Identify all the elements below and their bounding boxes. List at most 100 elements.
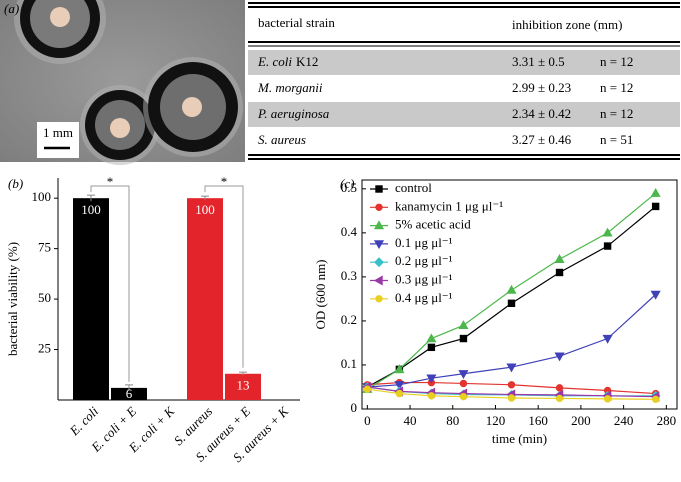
series-line: [367, 192, 657, 390]
legend-label: 5% acetic acid: [395, 217, 471, 232]
zone: 3.27 ± 0.46: [512, 132, 572, 147]
strain: E. coli: [257, 54, 292, 69]
n: n = 12: [600, 54, 633, 69]
marker: [506, 363, 517, 373]
y-tick-label: 0: [351, 400, 358, 415]
photo: [0, 0, 245, 165]
x-tick-label: 160: [528, 413, 548, 428]
legend-label: control: [395, 180, 432, 195]
marker: [394, 381, 405, 390]
significance-bracket: [90, 185, 130, 382]
x-tick-label: 40: [404, 413, 417, 428]
bar: [111, 387, 147, 400]
table-header: inhibition zone (mm): [512, 17, 622, 32]
series-line: [367, 386, 656, 398]
y-tick-label: 100: [32, 189, 52, 204]
panel-label: (a): [4, 1, 19, 16]
y-axis-label: bacterial viability (%): [5, 242, 20, 356]
marker: [395, 389, 404, 398]
x-tick-label: 0: [364, 413, 371, 428]
error-bar: [201, 195, 209, 201]
panel-label: (c): [340, 176, 354, 191]
marker: [602, 334, 613, 344]
zone: 2.34 ± 0.42: [512, 106, 571, 121]
strain: P. aeruginosa: [257, 106, 330, 121]
x-tick-label: E. coli: [66, 403, 102, 439]
zone: 2.99 ± 0.23: [512, 80, 571, 95]
marker: [651, 202, 660, 211]
n: n = 12: [600, 106, 633, 121]
strain-suffix: K12: [296, 54, 318, 69]
marker: [603, 242, 612, 250]
strain: S. aureus: [258, 132, 306, 147]
table: [248, 2, 680, 160]
marker: [374, 257, 384, 268]
marker: [459, 392, 468, 401]
value-label: 100: [195, 202, 215, 217]
value-label: 100: [81, 202, 101, 217]
row-shade: [248, 50, 680, 75]
scale-bar-label: 1 mm: [43, 125, 73, 140]
bracket: [90, 185, 130, 382]
marker: [555, 394, 564, 403]
panel-label: (b): [8, 176, 23, 191]
legend-label: kanamycin 1 μg μl⁻¹: [395, 198, 503, 213]
marker: [363, 385, 372, 393]
series-line: [367, 294, 657, 388]
bracket: [204, 185, 244, 368]
significance-bracket: [204, 185, 244, 368]
marker: [394, 364, 405, 374]
marker: [375, 203, 383, 212]
x-tick-label: 200: [571, 413, 591, 428]
y-axis-label: OD (600 nm): [313, 259, 328, 329]
marker: [458, 370, 469, 379]
marker: [373, 220, 385, 230]
marker: [373, 240, 385, 250]
marker: [375, 185, 383, 193]
marker: [555, 384, 564, 392]
series-line: [367, 381, 656, 395]
marker: [554, 352, 565, 362]
y-tick-label: 0.4: [341, 224, 358, 239]
marker: [459, 334, 468, 343]
marker: [375, 295, 383, 303]
row-shade: [248, 102, 680, 127]
value-label: 6: [126, 386, 133, 401]
marker: [427, 392, 436, 400]
marker: [650, 187, 661, 197]
marker: [554, 254, 565, 263]
x-tick-label: 80: [446, 413, 459, 428]
marker: [373, 275, 383, 286]
strain: M. morganii: [257, 80, 323, 95]
y-tick-label: 0.2: [341, 312, 357, 327]
marker: [507, 381, 516, 389]
marker: [603, 395, 612, 403]
marker: [426, 333, 437, 343]
y-tick-label: 25: [38, 341, 51, 356]
y-tick-label: 0.3: [341, 268, 357, 283]
y-tick-label: 50: [38, 290, 51, 305]
bar: [225, 373, 261, 400]
error-bar: [125, 384, 133, 391]
marker: [555, 268, 564, 277]
legend-label: 0.1 μg μl⁻¹: [395, 235, 453, 250]
value-label: 13: [237, 378, 250, 393]
bar: [73, 198, 109, 400]
significance-label: *: [221, 174, 228, 189]
error-bar: [239, 371, 247, 376]
bar: [187, 198, 223, 400]
table-header: bacterial strain: [258, 15, 335, 30]
x-axis-label: time (min): [492, 431, 547, 446]
series-line: [367, 205, 657, 388]
y-tick-label: 75: [38, 240, 51, 255]
n: n = 51: [600, 132, 633, 147]
legend-label: 0.4 μg μl⁻¹: [395, 290, 453, 305]
x-tick-label: 240: [614, 413, 634, 428]
marker: [458, 320, 469, 330]
legend-label: 0.3 μg μl⁻¹: [395, 271, 453, 286]
marker: [507, 394, 516, 402]
error-bar: [87, 194, 95, 202]
plot-frame: [361, 179, 678, 410]
significance-label: *: [107, 174, 114, 189]
